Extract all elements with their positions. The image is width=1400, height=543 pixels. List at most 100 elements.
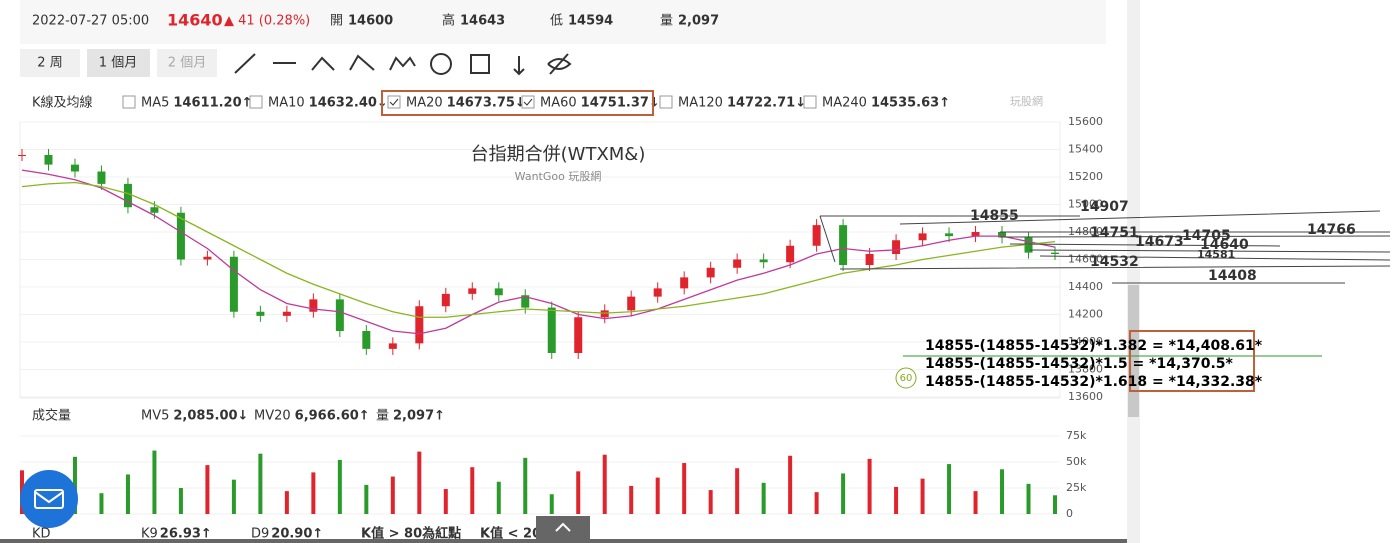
candle bbox=[812, 225, 821, 246]
volume-bar bbox=[761, 482, 766, 514]
check bbox=[389, 98, 399, 106]
annotation-lines bbox=[819, 210, 1391, 357]
period-button[interactable] bbox=[20, 49, 80, 77]
candle bbox=[733, 259, 742, 268]
volume-bar bbox=[788, 455, 793, 514]
volume-bar bbox=[549, 494, 554, 514]
candle bbox=[494, 288, 503, 296]
marker bbox=[895, 367, 917, 389]
checkbox[interactable] bbox=[659, 95, 673, 109]
annotation: 14751 bbox=[1090, 225, 1139, 241]
fib-box bbox=[1129, 330, 1255, 392]
y-tick-label: 75k bbox=[1066, 429, 1087, 442]
volume-bar bbox=[841, 473, 846, 514]
volume-label: 量 bbox=[660, 14, 673, 29]
legend-value: 26.93↑ bbox=[160, 527, 212, 542]
period-button[interactable] bbox=[157, 49, 217, 77]
candle bbox=[415, 306, 424, 344]
candle bbox=[892, 240, 901, 254]
volume-bar bbox=[152, 450, 157, 514]
annotation: 14532 bbox=[1090, 254, 1139, 270]
volume-legend: MV5 2,085.00↓ MV20 6,966.60↑ 量 2,097↑ bbox=[141, 409, 445, 424]
volume-bar bbox=[284, 491, 289, 514]
volume-bar bbox=[72, 456, 77, 514]
date: 2022-07-27 05:00 bbox=[32, 14, 149, 29]
ma-legend: K線及均線 MA5 14611.20↑ MA10 14632.40↓ MA20 14673.… bbox=[32, 95, 950, 111]
checkbox[interactable] bbox=[803, 95, 817, 109]
candle bbox=[865, 254, 874, 265]
candle bbox=[176, 212, 185, 260]
candle bbox=[918, 233, 927, 241]
volume-bar bbox=[655, 477, 660, 514]
y-tick-label: 15400 bbox=[1068, 143, 1103, 156]
legend-value: 2,085.00↓ bbox=[173, 409, 248, 424]
volume-bar bbox=[523, 457, 528, 514]
legend-name: MV5 bbox=[141, 409, 169, 424]
volume-bar bbox=[708, 490, 713, 514]
volume-bar bbox=[920, 478, 925, 514]
collapse-tab[interactable] bbox=[536, 516, 590, 543]
annotation: 14581 bbox=[1197, 248, 1235, 261]
period-button[interactable] bbox=[87, 49, 150, 77]
checkbox[interactable] bbox=[122, 95, 136, 109]
y-tick-label: 14400 bbox=[1068, 280, 1103, 293]
candle bbox=[282, 311, 291, 316]
volume-bar bbox=[867, 458, 872, 514]
candle bbox=[786, 245, 795, 263]
legend-value: 14673.75↓ bbox=[447, 96, 526, 111]
candle bbox=[998, 232, 1007, 238]
low-label: 低 bbox=[550, 14, 563, 29]
fib-text: 14855-(14855-14532)*1.382 = *14,408.61* 1… bbox=[925, 338, 1263, 390]
legend-name: MA5 bbox=[141, 96, 169, 111]
scrollbar[interactable] bbox=[1127, 0, 1140, 543]
period-label: 2 個月 bbox=[168, 56, 206, 71]
legend-value: 14611.20↑ bbox=[173, 96, 252, 111]
volume-bar bbox=[735, 468, 740, 514]
high-label: 高 bbox=[442, 13, 455, 29]
y-tick-label: 13800 bbox=[1068, 363, 1103, 376]
candle bbox=[256, 311, 265, 316]
y-tick-label: 15200 bbox=[1068, 170, 1103, 183]
kd-note: K值 < 20 bbox=[480, 526, 541, 542]
candle bbox=[309, 299, 318, 312]
candle bbox=[839, 225, 848, 265]
y-tick-label: 15600 bbox=[1068, 115, 1103, 128]
legend-name: MA20 bbox=[406, 96, 443, 111]
candle bbox=[97, 171, 106, 184]
y-tick-label: 50k bbox=[1066, 455, 1087, 468]
volume-bar bbox=[99, 493, 104, 514]
volume-bar bbox=[814, 492, 819, 514]
ma-line bbox=[21, 181, 1056, 318]
bottom-bar bbox=[0, 539, 1127, 543]
volume-bar bbox=[205, 465, 210, 514]
y-tick-label: 13600 bbox=[1068, 390, 1103, 403]
annotation: 14673 bbox=[1135, 234, 1184, 250]
chart-subtitle: WantGoo 玩股網 bbox=[515, 169, 602, 183]
volume-bar bbox=[894, 486, 899, 514]
kd-title: KD bbox=[32, 527, 51, 542]
volume-bar bbox=[231, 479, 236, 514]
checkbox[interactable] bbox=[249, 95, 263, 109]
volume-bar bbox=[602, 454, 607, 514]
candle bbox=[547, 307, 556, 353]
legend-name: MA60 bbox=[540, 96, 577, 111]
volume-title: 成交量 bbox=[32, 408, 71, 424]
scrollbar-thumb[interactable] bbox=[1128, 285, 1139, 417]
volume-bar bbox=[576, 471, 581, 514]
legend-value: 14722.71↓ bbox=[727, 96, 806, 111]
ma-line bbox=[21, 169, 1056, 335]
legend-value: 14632.40↓ bbox=[309, 96, 388, 111]
fib-line: 14855-(14855-14532)*1.382 = *14,408.61* bbox=[925, 338, 1263, 354]
mail-button[interactable] bbox=[20, 470, 78, 528]
drawing-tools[interactable] bbox=[234, 53, 572, 76]
candle bbox=[229, 256, 238, 312]
y-tick-label: 25k bbox=[1066, 481, 1087, 494]
fib-line: 14855-(14855-14532)*1.5 = *14,370.5* bbox=[925, 356, 1234, 372]
header-bg bbox=[20, 0, 1106, 44]
volume-bar bbox=[364, 484, 369, 514]
checkbox[interactable] bbox=[521, 95, 535, 109]
legend-name: K9 bbox=[141, 527, 158, 542]
checkbox[interactable] bbox=[387, 95, 401, 109]
candle bbox=[627, 296, 636, 311]
